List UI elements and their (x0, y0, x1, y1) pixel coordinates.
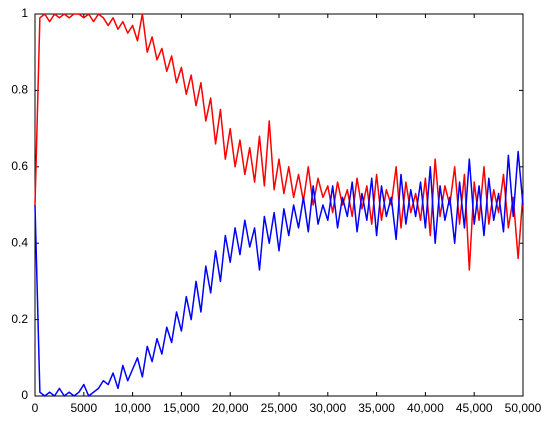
x-tick-label: 40,000 (407, 401, 444, 415)
y-tick-label: 0.8 (11, 83, 28, 97)
line-series (34, 150, 524, 397)
y-tick-label: 0.2 (11, 312, 28, 326)
y-tick-label: 0.6 (11, 159, 28, 173)
x-tick-label: 35,000 (358, 401, 395, 415)
y-tick-label: 1 (21, 6, 28, 20)
x-tick-label: 15,000 (163, 401, 200, 415)
y-tick-label: 0.4 (11, 235, 28, 249)
x-tick-label: 20,000 (212, 401, 249, 415)
x-tick-label: 5000 (70, 401, 97, 415)
line-series (34, 13, 524, 271)
x-tick-label: 0 (32, 401, 39, 415)
x-tick-label: 10,000 (114, 401, 151, 415)
x-tick-label: 25,000 (261, 401, 298, 415)
y-tick-label: 0 (21, 388, 28, 402)
x-tick-label: 30,000 (309, 401, 346, 415)
x-tick-label: 45,000 (456, 401, 493, 415)
x-tick-label: 50,000 (505, 401, 542, 415)
